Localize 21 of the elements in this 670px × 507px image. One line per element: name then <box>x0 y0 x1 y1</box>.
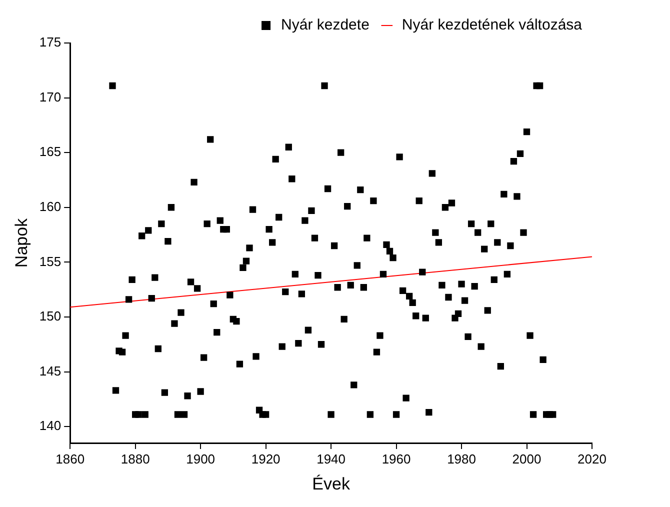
x-axis-title: Évek <box>312 474 350 494</box>
x-tick-label: 1980 <box>447 451 476 466</box>
legend-label: Nyár kezdetének változása <box>402 16 583 34</box>
x-tick-label: 1900 <box>186 451 216 466</box>
x-tick-label: 2000 <box>512 451 542 466</box>
y-axis-title: Napok <box>12 218 31 268</box>
x-tick-label: 1920 <box>251 451 280 466</box>
x-tick-label: 1960 <box>382 451 411 466</box>
y-tick-label: 165 <box>39 144 62 160</box>
y-tick-label: 155 <box>39 254 62 269</box>
x-tick-label: 1880 <box>120 451 150 466</box>
y-tick-label: 175 <box>39 34 62 50</box>
y-tick-label: 145 <box>39 363 62 378</box>
y-tick-label: 160 <box>39 198 62 214</box>
y-tick-label: 170 <box>39 89 62 104</box>
x-tick-label: 2020 <box>578 451 606 466</box>
x-tick-label: 1940 <box>316 451 346 466</box>
legend-label: Nyár kezdete <box>281 16 370 34</box>
y-tick-label: 140 <box>39 418 62 434</box>
y-tick-label: 150 <box>39 308 62 324</box>
x-tick-label: 1860 <box>56 451 85 466</box>
